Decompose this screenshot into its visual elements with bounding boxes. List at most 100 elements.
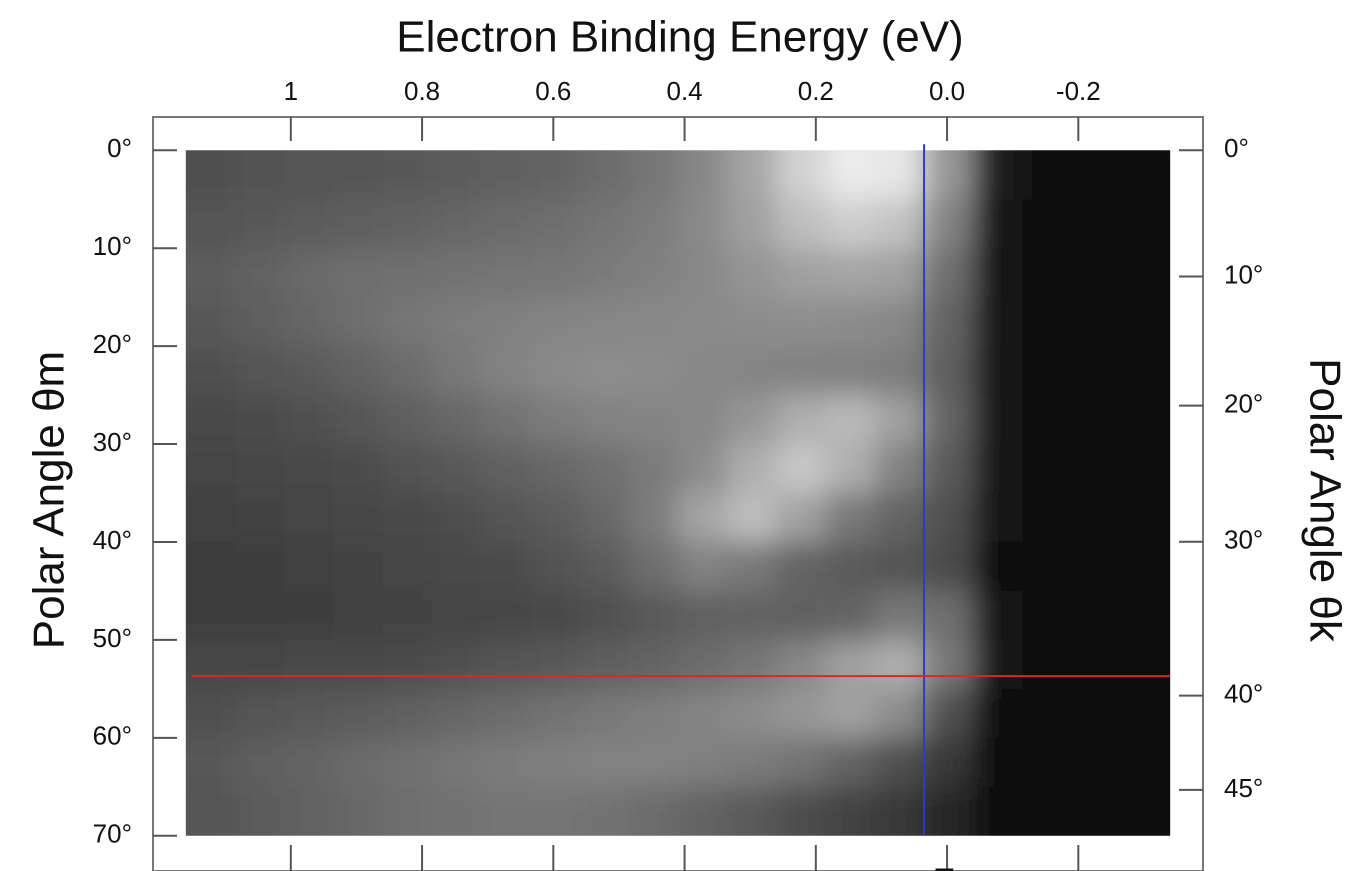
heat-cell [727, 639, 778, 690]
heat-cell [333, 395, 384, 445]
heat-cell [776, 199, 827, 249]
heat-cell [874, 737, 925, 788]
heat-cell [1120, 297, 1171, 347]
y-tick-label: 70° [93, 819, 132, 849]
heat-cell [382, 737, 433, 788]
heat-cell [530, 737, 581, 788]
heat-cell [678, 639, 728, 690]
heat-cell [874, 639, 925, 690]
heat-cell [825, 395, 876, 445]
heat-cell [530, 786, 581, 836]
heat-cell [382, 541, 433, 592]
heat-cell [776, 248, 827, 298]
heat-cell [874, 786, 925, 836]
heat-cell [727, 688, 778, 739]
heat-cell [235, 248, 285, 298]
heat-cell [481, 297, 531, 347]
heat-cell [727, 150, 778, 200]
heat-cell [1120, 444, 1171, 494]
heat-cell [874, 444, 925, 494]
heat-cell [924, 786, 974, 836]
heat-cell [530, 688, 581, 739]
heat-cell [924, 444, 974, 494]
y-tick-label: 10° [93, 231, 132, 261]
heat-cell [1022, 786, 1073, 836]
heat-cell [431, 199, 482, 249]
heat-cell [924, 688, 974, 739]
heat-cell [431, 688, 482, 739]
heat-cell [382, 150, 433, 200]
heat-cell [333, 493, 384, 543]
heat-cell [1120, 199, 1171, 249]
heat-cell [1120, 395, 1171, 445]
heat-cell [727, 297, 778, 347]
heat-cell [530, 199, 581, 249]
y-tick-label: 50° [93, 623, 132, 653]
heat-cell [235, 737, 285, 788]
heat-cell [481, 737, 531, 788]
heat-cell [333, 688, 384, 739]
heat-cell [973, 786, 1024, 836]
heat-cell [481, 541, 531, 592]
heat-cell [185, 199, 236, 249]
heat-cell [1022, 493, 1073, 543]
heat-cell [874, 541, 925, 592]
heat-cell [333, 639, 384, 690]
heat-cell [530, 297, 581, 347]
heat-cell [185, 639, 236, 690]
heat-cell [924, 590, 974, 641]
heat-cell [1120, 150, 1171, 200]
heat-cell [333, 444, 384, 494]
heat-cell [776, 688, 827, 739]
x-tick-label: 0.2 [798, 76, 834, 106]
heat-cell [825, 737, 876, 788]
heat-cell [333, 150, 384, 200]
heat-cell [235, 297, 285, 347]
heat-cell [924, 541, 974, 592]
heat-cell [727, 541, 778, 592]
heat-cell [284, 688, 335, 739]
heat-cell [1071, 395, 1122, 445]
heat-cell [1120, 786, 1171, 836]
heat-cell [431, 150, 482, 200]
heat-cell [678, 493, 728, 543]
heat-cell [481, 590, 531, 641]
heat-cell [776, 346, 827, 396]
heat-cell [382, 688, 433, 739]
heat-cell [628, 737, 679, 788]
y-tick-label: 60° [93, 721, 132, 751]
heat-cell [185, 395, 236, 445]
heat-cell [382, 639, 433, 690]
overlay: 1 0.8 0.6 0.4 0.2 0.0 -0.2 0° 10° 20° 30° 40° 50° 60°… [93, 76, 1263, 871]
heat-cell [776, 786, 827, 836]
heat-cell [481, 346, 531, 396]
heat-cell [235, 541, 285, 592]
heat-cell [628, 199, 679, 249]
heat-cell [776, 737, 827, 788]
heat-cell [579, 688, 630, 739]
heat-cell [481, 444, 531, 494]
y2-axis-title: Polar Angle θk [1300, 358, 1349, 643]
heat-cell [431, 737, 482, 788]
heat-cell [185, 297, 236, 347]
heat-cell [333, 346, 384, 396]
heat-cell [333, 541, 384, 592]
heat-cell [973, 248, 1024, 298]
heat-cell [579, 786, 630, 836]
heat-cell [727, 737, 778, 788]
heat-cell [1022, 248, 1073, 298]
heat-cell [481, 248, 531, 298]
heat-cell [284, 395, 335, 445]
heat-cell [530, 395, 581, 445]
heat-cell [431, 297, 482, 347]
y2-tick-label: 10° [1224, 259, 1263, 289]
heat-cell [1022, 150, 1073, 200]
heat-cell [628, 346, 679, 396]
heat-cell [185, 493, 236, 543]
heat-cell [1022, 737, 1073, 788]
heat-cell [579, 444, 630, 494]
heat-cell [924, 248, 974, 298]
heat-cell [284, 346, 335, 396]
heat-cell [874, 297, 925, 347]
heat-cell [874, 346, 925, 396]
